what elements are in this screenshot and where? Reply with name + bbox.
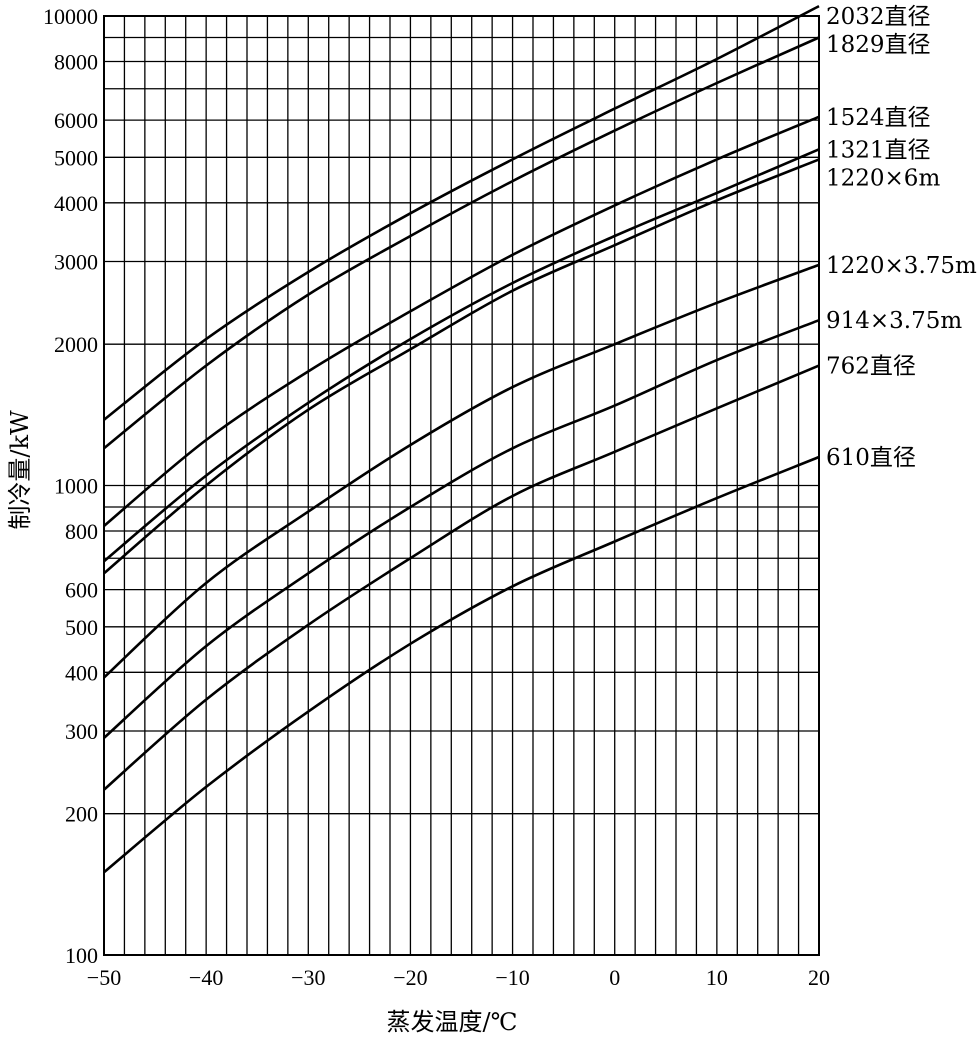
x-tick-labels: −50 −40 −30 −20 −10 0 10 20 [87,965,830,990]
x-tick-label: 10 [706,965,728,990]
series-label: 1524直径 [826,105,931,131]
curves [103,4,820,874]
series-line [103,364,820,791]
y-tick-label: 3000 [54,249,98,274]
y-tick-label: 100 [65,943,98,968]
y-tick-label: 500 [65,615,98,640]
series-line [103,455,820,874]
series-line [103,318,820,739]
series-line [103,148,820,563]
x-tick-label: 0 [609,965,620,990]
x-tick-label: −20 [393,965,427,990]
grid [104,16,819,955]
y-tick-label: 1000 [54,474,98,499]
y-tick-label: 600 [65,578,98,603]
y-tick-labels: 100 200 300 400 500 600 800 1000 2000 3000 4000 500… [43,4,98,968]
x-tick-label: −10 [495,965,529,990]
y-tick-label: 300 [65,719,98,744]
series-label: 610直径 [826,445,916,471]
y-tick-label: 400 [65,660,98,685]
x-axis-label: 蒸发温度/℃ [387,1008,518,1036]
x-tick-label: 20 [808,965,830,990]
y-axis-label: 制冷量/kW [6,410,34,530]
plot-frame [103,15,820,956]
y-tick-label: 5000 [54,145,98,170]
y-tick-label: 800 [65,519,98,544]
y-tick-label: 6000 [54,108,98,133]
series-line [103,4,820,421]
series-label: 1220×6m [826,165,940,191]
x-tick-label: −30 [291,965,325,990]
series-label: 762直径 [826,354,916,380]
series-line [103,115,820,527]
series-label: 2032直径 [826,4,931,30]
series-line [103,36,820,450]
series-line [103,263,820,679]
series-line [103,158,820,575]
y-tick-label: 8000 [54,49,98,74]
series-label: 1829直径 [826,32,931,58]
series-label: 1321直径 [826,137,931,163]
y-tick-label: 200 [65,802,98,827]
y-tick-label: 10000 [43,4,98,29]
y-tick-label: 2000 [54,332,98,357]
x-tick-label: −40 [189,965,223,990]
x-tick-label: −50 [87,965,121,990]
y-tick-label: 4000 [54,191,98,216]
series-label: 914×3.75m [826,308,962,334]
series-label: 1220×3.75m [826,253,977,279]
